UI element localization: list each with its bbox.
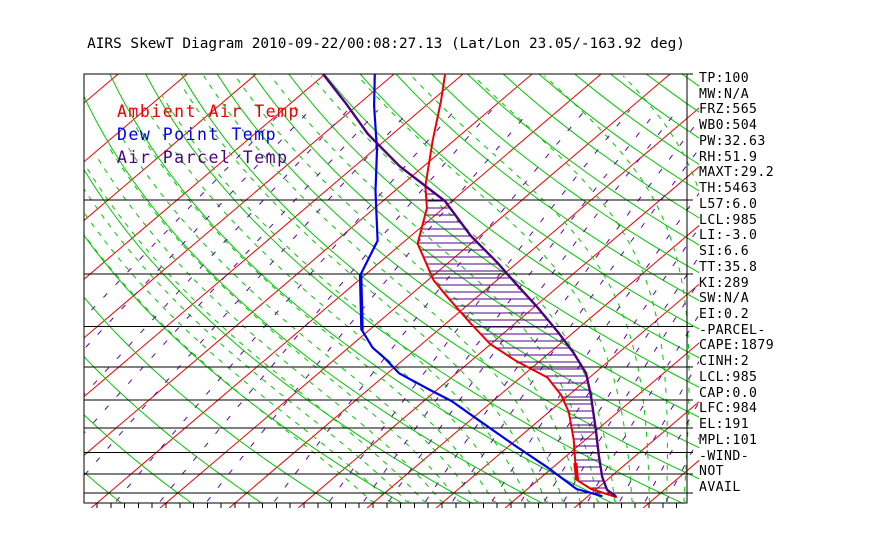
stat-item: NOT: [699, 464, 725, 480]
pressure-axis-labels-text: 500: [47, 359, 70, 374]
stat-item: MW:N/A: [699, 86, 750, 102]
mixing-ratio-labels-text: 0.1: [127, 506, 154, 532]
mixing-ratio-labels-text: 10: [517, 506, 538, 527]
temp-axis-top-labels-text: -110: [171, 53, 202, 68]
isotherm-grid: [84, 74, 699, 508]
mixing-ratio-labels-text: 0.2: [174, 506, 201, 532]
stats-panel: TP:100 MW:N/A FRZ:565 WB0:504 PW:32.63 RH:51.…: [699, 71, 774, 496]
stat-item: L57:6.0: [699, 196, 758, 212]
stat-item: TP:100: [699, 71, 750, 86]
temp-axis-bottom-labels-text: -40: [154, 506, 177, 521]
stat-item: CAPE:1879: [699, 338, 775, 354]
stat-item: CAP:0.0: [699, 385, 758, 401]
legend-ambient-air-temp: Ambient Air Temp: [117, 102, 300, 121]
stat-item: WB0:504: [699, 118, 758, 134]
dew-point-curve-thick: [358, 274, 364, 331]
temp-axis-bottom-labels-text: -30: [223, 506, 246, 521]
temp-axis-title-text: T(C): [671, 506, 702, 521]
axis-ticks: [96, 503, 678, 508]
stat-item: AVAIL: [699, 480, 741, 496]
mixing-ratio-labels-text: 1: [308, 506, 324, 522]
stat-item: SW:N/A: [699, 291, 750, 307]
cape-hatch: [417, 193, 607, 489]
plot-border: [83, 73, 688, 504]
temp-axis-top-labels-text: -90: [313, 53, 336, 68]
mixing-ratio-labels-text: 25: [618, 506, 639, 527]
temp-axis-top-labels-text: -100: [240, 53, 271, 68]
stat-item: LCL:985: [699, 369, 758, 385]
pressure-axis-labels: 100 200 300 400 500 600 700 800 900 1000: [40, 67, 70, 501]
temp-axis-top-labels-text: -50: [589, 53, 612, 68]
stat-item: CINH:2: [699, 354, 750, 370]
temp-axis-top-labels-text: -120: [102, 53, 133, 68]
stat-item: EI:0.2: [699, 307, 750, 323]
stat-item: MAXT:29.2: [699, 165, 775, 181]
temp-axis-top-labels-text: -80: [382, 53, 405, 68]
mixing-ratio-labels-text: 1.5: [331, 506, 358, 532]
pressure-axis-title: PRESSURE (MB): [67, 236, 83, 342]
temp-axis-bottom-labels: -50 -40 -30 -20 -10 0 10 20 30: [85, 506, 657, 521]
stat-item: -PARCEL-: [699, 322, 766, 338]
temp-axis-bottom-labels-text: 30: [641, 506, 657, 521]
mixing-ratio-labels-text: 15: [561, 506, 582, 527]
temp-axis-bottom-labels-text: 10: [503, 506, 519, 521]
temp-axis-top-labels: -120 -110 -100 -90 -80 -70 -60 -50 -40: [102, 53, 681, 68]
stat-item: EL:191: [699, 417, 750, 433]
mixing-ratio-labels-text: 0.5: [242, 506, 269, 532]
stat-item: TT:35.8: [699, 259, 758, 275]
chart-title: AIRS SkewT Diagram 2010-09-22/00:08:27.1…: [87, 36, 685, 52]
mixing-ratio-labels-text: 3: [404, 506, 420, 522]
temp-axis-top-labels-text: -60: [520, 53, 543, 68]
mixing-ratio-grid: [84, 109, 699, 502]
temp-axis-top-labels-text: -70: [451, 53, 474, 68]
stat-item: FRZ:565: [699, 102, 758, 118]
temp-axis-title: T(C): [671, 506, 702, 521]
pressure-axis-labels-text: 1000: [40, 486, 70, 501]
mixing-axis-title-text: (g/kg): [665, 508, 712, 547]
dew-point-curve: [359, 74, 603, 497]
pressure-axis-labels-text: 100: [47, 67, 70, 82]
parcel-temp-curve: [321, 74, 617, 498]
legend-air-parcel-temp: Air Parcel Temp: [117, 148, 289, 167]
mixing-ratio-labels-text: 6: [471, 506, 487, 522]
temp-axis-bottom-labels-text: 20: [572, 506, 588, 521]
legend-dew-point-temp: Dew Point Temp: [117, 125, 278, 144]
stat-item: LI:-3.0: [699, 228, 758, 244]
stat-item: TH:5463: [699, 181, 758, 197]
mixing-ratio-labels-text: 12: [537, 506, 558, 527]
pressure-axis-labels-text: 600: [47, 393, 70, 408]
pressure-axis-labels-text: 700: [47, 421, 70, 436]
temp-axis-top-labels-text: -40: [658, 53, 681, 68]
stat-item: PW:32.63: [699, 133, 766, 149]
stat-item: MPL:101: [699, 432, 758, 448]
pressure-axis-labels-text: 200: [47, 193, 70, 208]
pressure-axis-labels-text: 800: [47, 445, 70, 460]
mixing-ratio-labels-text: 20: [593, 506, 614, 527]
mixing-ratio-labels-text: 8: [500, 506, 516, 522]
pressure-axis-labels-text: 300: [47, 266, 70, 281]
mixing-ratio-labels-text: 2: [367, 506, 383, 522]
temp-axis-bottom-labels-text: -20: [292, 506, 315, 521]
pressure-axis-labels-text: 400: [47, 319, 70, 334]
stat-item: RH:51.9: [699, 149, 758, 165]
mixing-ratio-labels-text: 4: [431, 506, 447, 522]
temp-axis-bottom-labels-text: 0: [438, 506, 446, 521]
stat-item: LCL:985: [699, 212, 758, 228]
stat-item: -WIND-: [699, 448, 750, 464]
stat-item: SI:6.6: [699, 244, 750, 260]
ambient-temp-curve-thick: [573, 462, 580, 481]
pressure-axis-title-text: PRESSURE (MB): [67, 236, 83, 342]
pressure-axis-labels-text: 900: [47, 466, 70, 481]
stat-item: KI:289: [699, 275, 750, 291]
temp-axis-bottom-labels-text: -10: [361, 506, 384, 521]
mixing-axis-title: (g/kg): [665, 508, 712, 547]
stat-item: LFC:984: [699, 401, 758, 417]
temp-axis-bottom-labels-text: -50: [85, 506, 108, 521]
mixing-ratio-labels-text: 30: [639, 506, 660, 527]
